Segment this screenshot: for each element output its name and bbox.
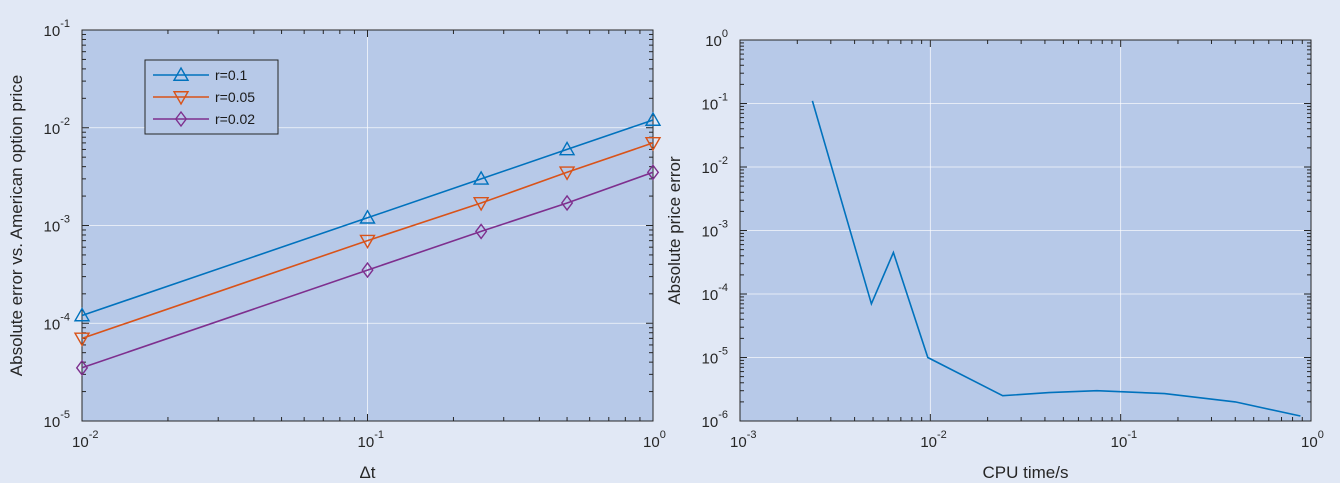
data-point (359, 209, 376, 224)
series-line (811, 100, 1301, 417)
y-tick-label: 10-5 (44, 409, 70, 431)
y-tick-label: 100 (705, 28, 728, 50)
data-point (361, 261, 374, 279)
y-tick-label: 10-4 (702, 282, 728, 304)
data-point (172, 66, 190, 81)
data-point (472, 170, 490, 185)
series-3 (75, 164, 660, 376)
grid-lines (82, 30, 653, 421)
y-tick-label: 10-3 (44, 214, 70, 236)
data-point (558, 141, 576, 156)
data-point (359, 234, 376, 250)
x-axis-label: Δt (359, 463, 375, 482)
legend-label: r=0.02 (215, 111, 255, 127)
data-point (644, 111, 662, 126)
x-tick-label: 10-3 (730, 429, 756, 451)
x-tick-label: 10-1 (1111, 429, 1137, 451)
y-tick-label: 10-1 (702, 92, 728, 114)
series-line (81, 171, 654, 369)
y-tick-label: 10-6 (702, 409, 728, 431)
chart-2: 10-3 10-2 10-1 100 10-6 10-5 10-4 10-3 10-2 10-1 1… (665, 28, 1324, 482)
data-point (646, 164, 660, 181)
data-point (560, 194, 574, 212)
axis-ticks (81, 30, 653, 422)
y-tick-label: 10-3 (702, 219, 728, 241)
series-1 (811, 100, 1301, 417)
data-point (172, 91, 190, 106)
series-2 (73, 136, 662, 347)
legend-entry: r=0.05 (153, 89, 255, 106)
legend-entry: r=0.1 (153, 66, 248, 83)
y-axis-label: Absolute price error (665, 156, 684, 305)
data-point (75, 359, 89, 376)
data-point (73, 332, 91, 347)
y-tick-label: 10-2 (44, 116, 70, 138)
data-point (474, 223, 488, 240)
x-tick-label: 10-1 (358, 429, 384, 451)
series-line (81, 119, 654, 317)
legend-entry: r=0.02 (153, 110, 255, 128)
axis-ticks (739, 40, 1311, 422)
x-tick-label: 10-2 (920, 429, 946, 451)
x-tick-label: 100 (643, 429, 666, 451)
data-point (174, 110, 188, 128)
data-point (558, 166, 576, 181)
y-tick-label: 10-1 (44, 18, 70, 40)
y-tick-label: 10-4 (44, 311, 70, 333)
data-point (73, 307, 91, 322)
legend: r=0.1 r=0.05 r=0.02 (144, 59, 279, 135)
chart-1: 10-2 10-1 100 10-5 10-4 10-3 10-2 10-1 Δt Absolut… (7, 18, 666, 482)
series-line (81, 142, 654, 340)
x-tick-label: 10-2 (72, 429, 98, 451)
x-tick-label: 100 (1301, 429, 1324, 451)
legend-label: r=0.1 (215, 67, 248, 83)
x-axis-label: CPU time/s (983, 463, 1069, 482)
series-1 (73, 111, 662, 322)
y-tick-label: 10-2 (702, 155, 728, 177)
y-tick-label: 10-5 (702, 346, 728, 368)
legend-label: r=0.05 (215, 89, 255, 105)
y-axis-label: Absolute error vs. American option price (7, 75, 26, 376)
data-point (472, 197, 490, 212)
data-point (644, 136, 662, 152)
grid-lines (740, 40, 1311, 421)
